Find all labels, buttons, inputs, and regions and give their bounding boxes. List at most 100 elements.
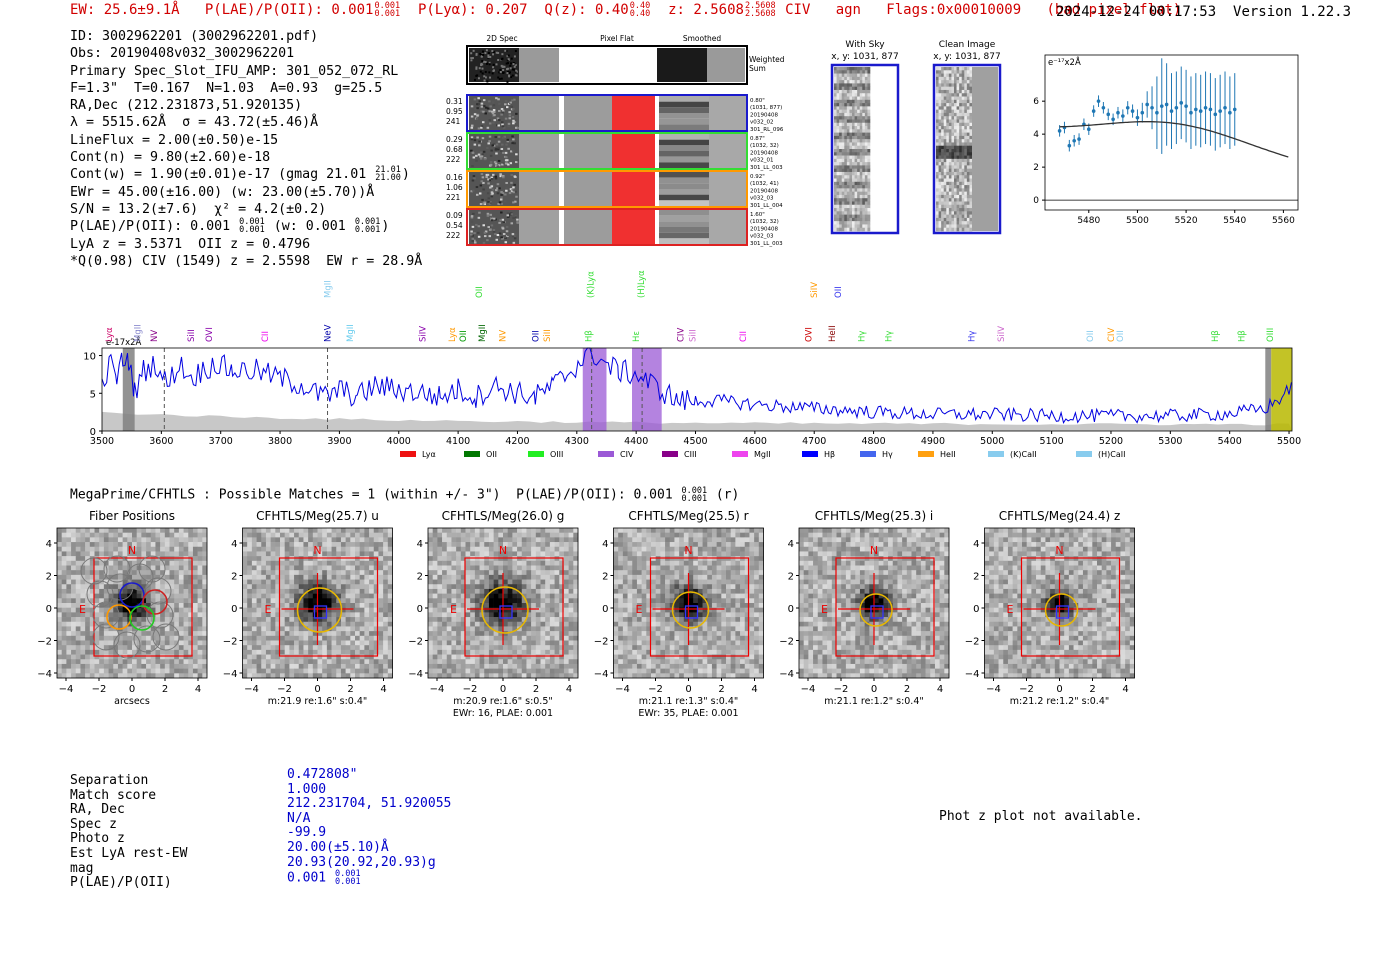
cutout-pixel <box>387 598 393 604</box>
cutout-pixel <box>247 542 253 548</box>
cutout-pixel <box>493 528 499 533</box>
cutout-pixel <box>573 546 579 552</box>
image-pixel <box>844 70 848 74</box>
image-pixel <box>841 165 845 169</box>
image-pixel <box>859 103 863 107</box>
cutout-pixel <box>498 551 504 557</box>
spectrum-xtick-label: 3600 <box>149 436 173 447</box>
cutout-pixel <box>251 565 257 571</box>
cutout-pixel <box>512 617 518 623</box>
panel-title: With Sky <box>845 40 885 50</box>
image-pixel <box>966 112 970 117</box>
fiber-row-meta: (1031, 877) <box>750 105 782 111</box>
cutout-pixel <box>322 654 328 660</box>
image-pixel <box>846 96 850 101</box>
image-pixel <box>857 99 861 104</box>
image-pixel <box>964 116 968 120</box>
image-pixel <box>864 181 868 186</box>
cutout-pixel <box>192 574 198 580</box>
cutout-pixel <box>174 593 180 599</box>
image-pixel <box>862 171 866 176</box>
image-pixel <box>852 112 855 117</box>
cutout-pixel <box>289 626 295 632</box>
cutout-pixel <box>383 588 389 594</box>
cutout-pixel <box>150 621 156 627</box>
legend-swatch <box>400 451 416 457</box>
cutout-pixel <box>256 668 262 674</box>
image-pixel <box>841 162 845 166</box>
cutout-pixel <box>183 574 189 580</box>
noise-pixel <box>499 68 502 71</box>
cutout-pixel <box>261 574 267 580</box>
cutout-pixel <box>474 537 480 543</box>
cutout-pixel <box>364 673 370 679</box>
image-pixel <box>938 129 942 133</box>
cutout-pixel <box>364 635 370 641</box>
cutout-pixel <box>275 542 281 548</box>
image-pixel <box>859 152 863 156</box>
cutout-pixel <box>373 556 379 562</box>
cutout-pixel <box>355 631 360 637</box>
image-pixel <box>948 126 952 130</box>
cutout-pixel <box>359 663 365 669</box>
header-qz-frac: 0.40 0.40 <box>629 1 651 19</box>
cutout-pixel <box>146 603 152 608</box>
image-pixel <box>864 126 868 130</box>
image-pixel <box>938 181 942 186</box>
cutout-pixel <box>99 560 105 566</box>
cutout-pixel <box>373 560 379 566</box>
cutout-pixel <box>573 603 579 608</box>
cutout-pixel <box>331 528 337 533</box>
cutout-pixel <box>160 603 166 608</box>
image-pixel <box>854 217 858 222</box>
cutout-pixel <box>256 659 262 665</box>
cutout-pixel <box>108 621 114 627</box>
cutout-pixel <box>174 649 180 655</box>
smoothed-band <box>659 189 709 195</box>
image-pixel <box>941 129 945 133</box>
cutout-pixel <box>122 635 128 641</box>
cutout-pixel <box>437 560 443 566</box>
cutout-xtick-label: 4 <box>195 684 201 695</box>
cutout-pixel <box>85 663 91 669</box>
image-pixel <box>841 227 845 232</box>
cutout-pixel <box>359 635 365 641</box>
cutout-pixel <box>387 645 393 651</box>
cutout-pixel <box>136 659 142 665</box>
cutout-pixel <box>298 528 304 533</box>
image-pixel <box>867 93 871 97</box>
image-pixel <box>854 93 858 97</box>
cutout-pixel <box>488 570 494 576</box>
cutout-pixel <box>108 546 114 552</box>
image-pixel <box>938 109 942 114</box>
cutout-pixel <box>521 584 527 590</box>
cutout-pixel <box>373 588 379 594</box>
cutout-pixel <box>251 635 257 641</box>
cutout-pixel <box>202 570 208 576</box>
cutout-pixel <box>66 528 72 533</box>
north-label: N <box>313 544 321 557</box>
cutout-pixel <box>563 546 569 552</box>
cutout-pixel <box>66 607 72 613</box>
cutout-pixel <box>188 663 194 669</box>
image-pixel <box>951 139 955 143</box>
cutout-pixel <box>531 603 537 608</box>
cutout-pixel <box>66 556 72 562</box>
cutout-pixel <box>317 546 323 552</box>
noise-pixel <box>471 234 474 237</box>
cutout-pixel <box>345 607 351 613</box>
cutout-pixel <box>563 603 569 608</box>
noise-pixel <box>499 219 502 222</box>
image-pixel <box>849 221 853 225</box>
cutout-pixel <box>136 640 142 646</box>
image-pixel <box>964 96 968 101</box>
cutout-pixel <box>113 560 119 566</box>
cutout-pixel <box>71 551 77 557</box>
image-pixel <box>844 80 848 84</box>
image-pixel <box>951 96 955 101</box>
cutout-pixel <box>89 603 95 608</box>
noise-pixel <box>483 153 487 156</box>
image-pixel <box>852 99 855 104</box>
fiber-2d-bg <box>519 134 559 168</box>
